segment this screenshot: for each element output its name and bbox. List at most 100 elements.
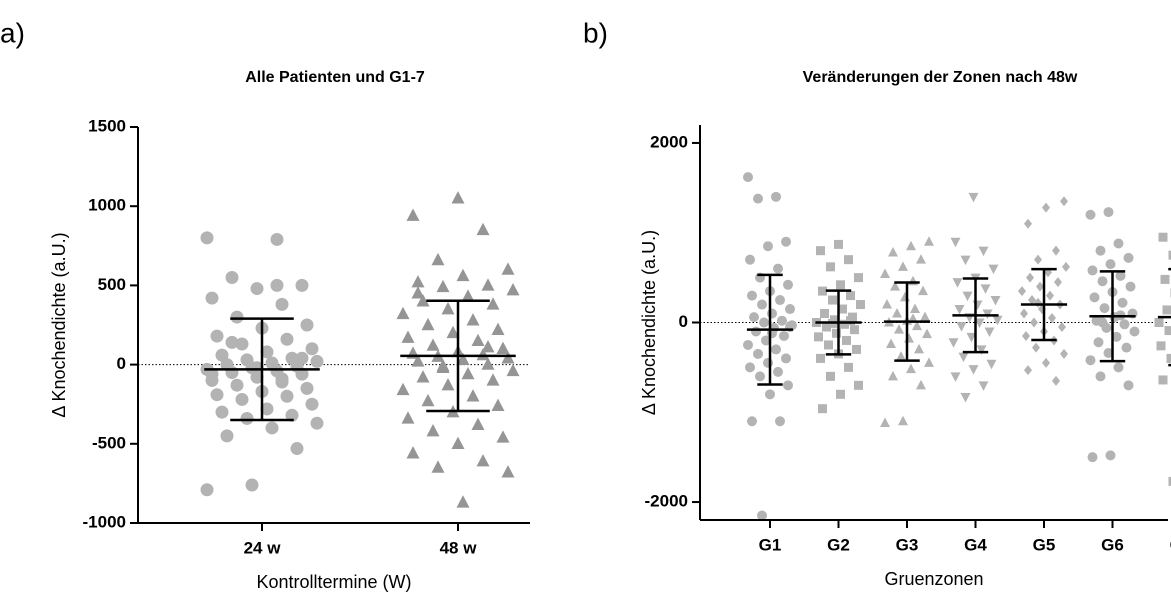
data-point bbox=[310, 416, 324, 430]
data-point bbox=[1154, 318, 1164, 327]
data-point bbox=[922, 328, 932, 339]
data-point bbox=[826, 371, 835, 381]
data-point bbox=[773, 263, 783, 274]
data-point bbox=[888, 246, 898, 257]
data-point bbox=[461, 289, 475, 302]
y-tick-label: -1000 bbox=[83, 512, 126, 531]
data-point bbox=[441, 378, 455, 391]
data-point bbox=[992, 315, 1003, 326]
data-point bbox=[1032, 342, 1040, 353]
data-point bbox=[506, 283, 520, 296]
data-point bbox=[1095, 371, 1106, 382]
data-point bbox=[978, 246, 989, 257]
y-axis-label: Δ Knochendichte (a.U.) bbox=[639, 230, 659, 415]
data-point bbox=[1113, 238, 1124, 249]
data-point bbox=[501, 465, 515, 478]
data-point bbox=[200, 231, 214, 245]
data-point bbox=[411, 286, 425, 299]
data-point bbox=[980, 284, 991, 294]
data-point bbox=[836, 280, 845, 290]
data-point bbox=[270, 278, 284, 292]
data-point bbox=[775, 416, 785, 427]
data-point bbox=[1129, 326, 1140, 337]
data-point bbox=[1028, 295, 1036, 306]
data-point bbox=[491, 322, 505, 335]
data-point bbox=[240, 411, 254, 425]
data-point bbox=[775, 295, 785, 306]
data-point bbox=[948, 338, 959, 348]
data-point bbox=[310, 354, 324, 368]
data-point bbox=[892, 308, 902, 318]
data-point bbox=[1060, 348, 1068, 359]
data-point bbox=[1030, 317, 1038, 328]
data-point bbox=[1095, 245, 1106, 256]
data-point bbox=[842, 335, 851, 345]
data-point bbox=[924, 357, 934, 367]
data-point bbox=[1093, 337, 1104, 348]
data-point bbox=[230, 378, 244, 392]
y-tick-label: 1000 bbox=[88, 196, 126, 215]
data-point bbox=[1052, 245, 1060, 256]
data-point bbox=[476, 347, 490, 361]
data-point bbox=[743, 172, 753, 183]
data-point bbox=[898, 415, 908, 426]
data-point bbox=[501, 262, 515, 275]
data-point bbox=[1058, 321, 1066, 332]
data-point bbox=[456, 268, 470, 282]
data-point bbox=[436, 279, 450, 293]
chart-title: Alle Patienten und G1-7 bbox=[245, 69, 425, 86]
data-point bbox=[401, 330, 415, 343]
data-point bbox=[890, 281, 900, 291]
data-point bbox=[962, 291, 973, 302]
data-point bbox=[1166, 353, 1171, 363]
chart-title: Veränderungen der Zonen nach 48w bbox=[803, 69, 1078, 86]
data-point bbox=[265, 421, 279, 435]
data-point bbox=[954, 305, 965, 315]
data-point bbox=[844, 255, 853, 265]
data-point bbox=[406, 446, 420, 459]
data-point bbox=[451, 191, 465, 204]
data-point bbox=[816, 246, 825, 256]
data-point bbox=[275, 297, 289, 311]
data-point bbox=[880, 268, 890, 279]
data-point bbox=[1085, 209, 1096, 220]
data-point bbox=[856, 300, 865, 310]
data-point bbox=[1111, 331, 1122, 342]
data-point bbox=[1034, 254, 1042, 265]
data-point bbox=[205, 291, 219, 305]
data-point bbox=[785, 304, 795, 315]
data-point bbox=[1087, 265, 1098, 276]
data-point bbox=[745, 254, 755, 265]
data-point bbox=[844, 362, 853, 372]
data-point bbox=[481, 278, 495, 291]
data-point bbox=[260, 345, 274, 359]
data-point bbox=[1097, 276, 1108, 287]
data-point bbox=[898, 261, 908, 271]
data-point bbox=[753, 348, 763, 359]
data-point bbox=[421, 317, 435, 331]
panel-label: a) bbox=[0, 17, 25, 48]
data-point bbox=[818, 404, 827, 414]
data-point bbox=[960, 255, 971, 266]
data-point bbox=[305, 342, 319, 356]
data-point bbox=[1103, 348, 1114, 359]
data-point bbox=[446, 325, 460, 339]
data-point bbox=[471, 417, 485, 430]
data-point bbox=[916, 379, 926, 390]
data-point bbox=[1085, 355, 1096, 366]
data-point bbox=[225, 270, 239, 284]
data-point bbox=[771, 191, 781, 202]
data-point bbox=[1036, 281, 1044, 292]
data-point bbox=[491, 398, 505, 411]
data-point bbox=[846, 316, 855, 326]
data-point bbox=[300, 318, 314, 332]
data-point bbox=[820, 309, 829, 319]
data-point bbox=[751, 326, 761, 337]
data-point bbox=[270, 232, 284, 246]
y-tick-label: 0 bbox=[679, 312, 688, 331]
data-point bbox=[956, 322, 967, 332]
data-point bbox=[1121, 342, 1132, 353]
data-point bbox=[968, 192, 979, 203]
data-point bbox=[451, 436, 465, 449]
